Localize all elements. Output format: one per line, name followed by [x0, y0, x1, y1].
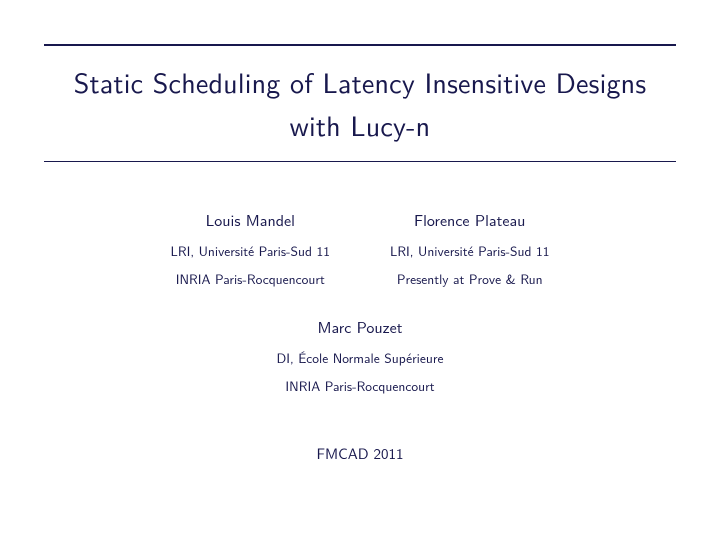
- author-name: Marc Pouzet: [44, 315, 676, 338]
- author-name: Florence Plateau: [390, 208, 549, 231]
- title-rule-bottom: [44, 161, 676, 162]
- venue-label: FMCAD 2011: [44, 442, 676, 464]
- title-rule-top: [44, 44, 676, 46]
- author-left: Louis Mandel LRI, Université Paris-Sud 1…: [171, 208, 330, 297]
- author-affiliation: LRI, Université Paris-Sud 11: [390, 241, 549, 261]
- authors-block: Louis Mandel LRI, Université Paris-Sud 1…: [44, 208, 676, 396]
- author-affiliation: DI, École Normale Supérieure: [44, 348, 676, 368]
- author-center: Marc Pouzet DI, École Normale Supérieure…: [44, 315, 676, 396]
- authors-two-col: Louis Mandel LRI, Université Paris-Sud 1…: [44, 208, 676, 297]
- author-affiliation: Presently at Prove & Run: [390, 269, 549, 289]
- author-affiliation: LRI, Université Paris-Sud 11: [171, 241, 330, 261]
- title-slide: Static Scheduling of Latency Insensitive…: [0, 0, 720, 557]
- author-affiliation: INRIA Paris-Rocquencourt: [44, 376, 676, 396]
- title-line-2: with Lucy-n: [44, 103, 676, 146]
- author-name: Louis Mandel: [171, 208, 330, 231]
- author-affiliation: INRIA Paris-Rocquencourt: [171, 269, 330, 289]
- title-line-1: Static Scheduling of Latency Insensitive…: [44, 60, 676, 103]
- author-right: Florence Plateau LRI, Université Paris-S…: [390, 208, 549, 297]
- slide-title: Static Scheduling of Latency Insensitive…: [44, 60, 676, 147]
